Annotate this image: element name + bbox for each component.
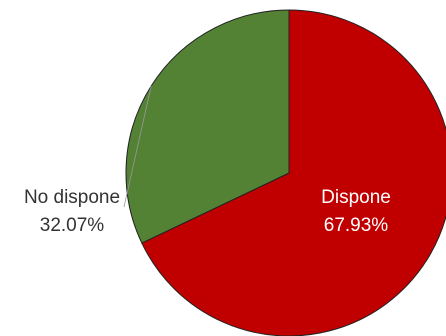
slice-value-label-no-dispone: 32.07% <box>40 215 105 236</box>
pie-slice-dispone <box>141 9 446 336</box>
slice-label-dispone: Dispone <box>321 187 391 208</box>
slice-value-label-dispone: 67.93% <box>324 215 389 236</box>
leader-line-no-dispone <box>123 85 152 208</box>
slice-label-no-dispone: No dispone <box>24 187 120 208</box>
